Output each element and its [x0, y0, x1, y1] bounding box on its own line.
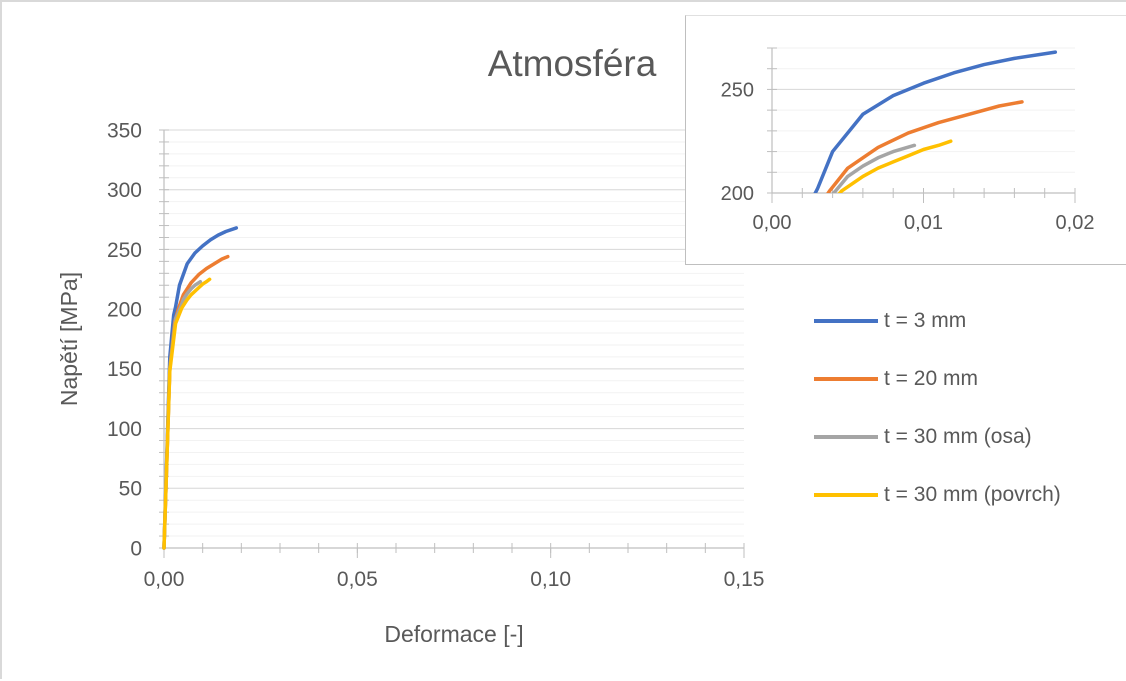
x-tick-label: 0,00 [144, 568, 185, 591]
x-tick-label: 0,00 [753, 212, 792, 234]
y-tick-label: 200 [107, 298, 142, 321]
legend-swatch [814, 319, 878, 323]
series-line [826, 100, 1024, 193]
y-axis-title: Napětí [MPa] [56, 272, 82, 406]
y-tick-label: 250 [721, 79, 754, 101]
legend-item: t = 30 mm (povrch) [814, 466, 1061, 524]
chart-title: Atmosféra [488, 43, 657, 84]
y-tick-label: 50 [119, 478, 142, 501]
y-tick-label: 0 [130, 537, 142, 560]
legend-swatch [814, 377, 878, 381]
y-tick-label: 150 [107, 358, 142, 381]
x-tick-label: 0,10 [530, 568, 571, 591]
legend-swatch [814, 493, 878, 497]
y-tick-label: 100 [107, 418, 142, 441]
series-line [162, 277, 212, 550]
legend-label: t = 30 mm (osa) [884, 425, 1032, 448]
y-tick-label: 250 [107, 239, 142, 262]
y-tick-label: 350 [107, 119, 142, 142]
legend-label: t = 3 mm [884, 309, 967, 332]
legend-item: t = 20 mm [814, 350, 1061, 408]
x-tick-label: 0,01 [904, 212, 943, 234]
series-line [831, 143, 917, 193]
x-axis-title: Deformace [-] [384, 621, 523, 647]
legend-swatch [814, 435, 878, 439]
x-tick-label: 0,02 [1056, 212, 1095, 234]
series-line [813, 50, 1058, 193]
y-tick-label: 200 [721, 183, 754, 205]
legend-label: t = 30 mm (povrch) [884, 483, 1061, 506]
x-tick-label: 0,05 [337, 568, 378, 591]
legend: t = 3 mm t = 20 mm t = 30 mm (osa) t = 3… [814, 292, 1061, 524]
inset-chart: 200 250 0,00 0,01 0,02 [721, 47, 1095, 234]
legend-label: t = 20 mm [884, 367, 978, 390]
series-group [813, 50, 1058, 193]
inset-chart-panel [685, 15, 1126, 265]
series-line [837, 139, 953, 193]
legend-item: t = 30 mm (osa) [814, 408, 1061, 466]
x-tick-label: 0,15 [724, 568, 765, 591]
y-tick-label: 300 [107, 179, 142, 202]
legend-item: t = 3 mm [814, 292, 1061, 350]
series-line [162, 254, 230, 550]
